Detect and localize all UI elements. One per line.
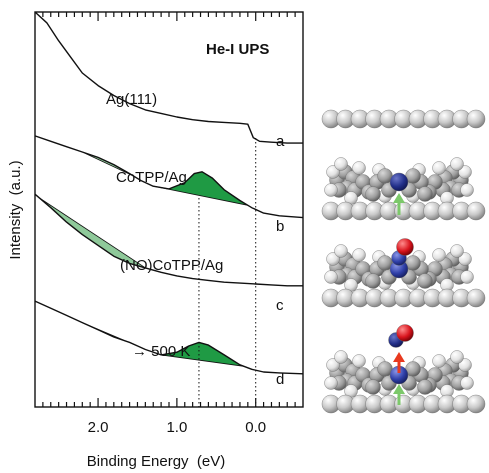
atom-sphere: [432, 248, 446, 262]
atom-sphere: [352, 161, 366, 175]
atom-sphere: [450, 350, 464, 364]
atom-sphere: [365, 379, 381, 395]
series-label-nocotpp: (NO)CoTPP/Ag: [120, 257, 223, 274]
green-arrow-icon: [393, 193, 405, 215]
atom-sphere: [460, 183, 474, 197]
atom-sphere: [417, 273, 433, 289]
atom-sphere: [352, 248, 366, 262]
atom-sphere: [466, 394, 486, 414]
x-axis-label: Binding Energy (eV): [87, 453, 225, 470]
series-label-500k: → 500 K: [132, 343, 190, 360]
spectrum-line: [34, 135, 304, 219]
chart-title: He-I UPS: [206, 41, 269, 58]
desorption-molecule-model: [321, 324, 486, 414]
atom-sphere: [458, 252, 472, 266]
atom-sphere: [466, 109, 486, 129]
atom-sphere: [389, 172, 409, 192]
atom-sphere: [460, 376, 474, 390]
x-axis-ticks: 2.0 1.0 0.0: [42, 12, 296, 436]
curve-letter-a: a: [276, 133, 285, 150]
red-arrow-icon: [393, 352, 405, 373]
spectra: [34, 11, 304, 375]
atom-sphere: [466, 201, 486, 221]
atom-sphere: [324, 376, 338, 390]
atom-sphere: [324, 270, 338, 284]
curve-letter-b: b: [276, 218, 284, 235]
atom-sphere: [432, 354, 446, 368]
x-tick-label: 1.0: [166, 419, 187, 436]
atom-sphere: [334, 244, 348, 258]
atom-sphere: [396, 238, 414, 256]
atom-sphere: [324, 183, 338, 197]
x-tick-label: 2.0: [88, 419, 109, 436]
atom-sphere: [334, 157, 348, 171]
atom-sphere: [417, 186, 433, 202]
atom-sphere: [365, 186, 381, 202]
atom-sphere: [334, 350, 348, 364]
spectrum-line: [34, 193, 303, 287]
atom-sphere: [326, 165, 340, 179]
spectrum-line: [34, 11, 303, 144]
atom-sphere: [365, 273, 381, 289]
atom-sphere: [326, 358, 340, 372]
atom-sphere: [396, 324, 414, 342]
series-label-cotpp: CoTPP/Ag: [116, 169, 187, 186]
cotpp-molecule-model: [321, 157, 486, 221]
green-arrow-icon: [393, 384, 405, 405]
curve-letter-d: d: [276, 371, 284, 388]
x-tick-label: 0.0: [245, 419, 266, 436]
atom-sphere: [450, 157, 464, 171]
y-axis-label: Intensity (a.u.): [7, 160, 24, 259]
silver-surface-model: [321, 109, 486, 129]
atom-sphere: [458, 165, 472, 179]
atom-sphere: [450, 244, 464, 258]
spectrum-line: [34, 300, 304, 375]
atom-sphere: [466, 288, 486, 308]
atom-sphere: [417, 379, 433, 395]
curve-letter-c: c: [276, 297, 284, 314]
atom-sphere: [458, 358, 472, 372]
atom-sphere: [352, 354, 366, 368]
reference-lines: [198, 138, 257, 407]
series-label-ag111: Ag(111): [106, 91, 157, 108]
atom-sphere: [460, 270, 474, 284]
nocotpp-molecule-model: [321, 238, 486, 308]
atom-sphere: [326, 252, 340, 266]
atom-sphere: [432, 161, 446, 175]
